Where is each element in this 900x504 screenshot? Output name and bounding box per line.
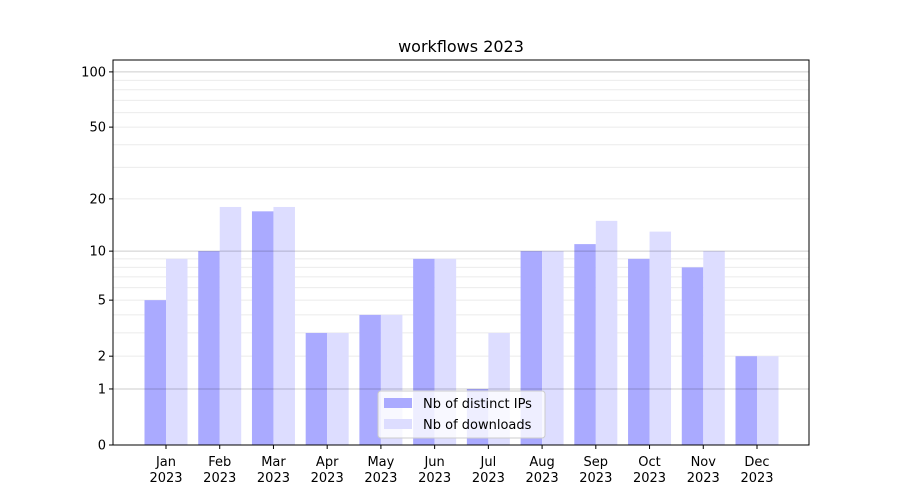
x-tick-label-year: 2023 — [740, 471, 773, 486]
x-tick-label-year: 2023 — [579, 471, 612, 486]
x-tick-label-month: Feb — [208, 455, 231, 470]
bar-distinct-ips — [251, 211, 274, 445]
bar-distinct-ips — [359, 314, 381, 445]
x-tick-label-month: Jul — [480, 455, 497, 470]
x-tick-label-month: Aug — [529, 455, 554, 470]
y-tick-label: 50 — [89, 121, 106, 136]
x-tick-label-month: Dec — [744, 455, 769, 470]
bar-downloads — [757, 356, 779, 445]
bar-distinct-ips — [305, 332, 328, 445]
x-tick-label-year: 2023 — [418, 471, 451, 486]
x-tick-label-year: 2023 — [311, 471, 344, 486]
bar-distinct-ips — [198, 251, 220, 445]
y-tick-label: 0 — [98, 439, 106, 454]
bar-distinct-ips — [681, 267, 704, 445]
legend-swatch — [384, 419, 412, 429]
bar-downloads — [219, 206, 242, 445]
x-tick-label-month: Jan — [155, 455, 176, 470]
bar-downloads — [595, 220, 618, 445]
x-tick-label-year: 2023 — [257, 471, 290, 486]
bar-downloads — [327, 332, 349, 445]
y-tick-label: 10 — [89, 245, 106, 260]
bar-downloads — [273, 206, 295, 445]
x-tick-label-month: Sep — [584, 455, 609, 470]
x-tick-label-month: Jun — [423, 455, 444, 470]
bar-distinct-ips — [735, 356, 757, 445]
x-tick-label-year: 2023 — [364, 471, 397, 486]
bar-downloads — [703, 251, 725, 445]
x-tick-label-year: 2023 — [472, 471, 505, 486]
bar-distinct-ips — [628, 258, 650, 445]
x-tick-label-year: 2023 — [526, 471, 559, 486]
legend-label: Nb of downloads — [423, 418, 532, 433]
bar-downloads — [542, 251, 564, 445]
bar-downloads — [166, 258, 188, 445]
x-tick-label-month: Mar — [261, 455, 286, 470]
x-tick-label-month: Apr — [316, 455, 339, 470]
y-tick-label: 5 — [98, 294, 106, 309]
y-tick-label: 2 — [98, 350, 106, 365]
bar-downloads — [649, 231, 672, 445]
legend-swatch — [384, 398, 412, 408]
y-tick-label: 20 — [89, 192, 106, 207]
x-tick-label-month: May — [367, 455, 394, 470]
bar-distinct-ips — [574, 244, 596, 445]
y-axis: 0 1 2 5 10 20 50 100 — [81, 65, 113, 454]
legend-label: Nb of distinct IPs — [423, 397, 532, 412]
bar-distinct-ips — [144, 300, 166, 445]
chart-title: workflows 2023 — [398, 37, 524, 56]
y-tick-label: 100 — [81, 65, 106, 80]
y-tick-label: 1 — [98, 382, 106, 397]
plot-frame — [112, 59, 810, 446]
x-tick-label-month: Nov — [691, 455, 717, 470]
x-tick-label-year: 2023 — [633, 471, 666, 486]
x-axis: Jan2023Feb2023Mar2023Apr2023May2023Jun20… — [149, 445, 774, 486]
legend: Nb of distinct IPs Nb of downloads — [377, 390, 546, 439]
legend-box — [377, 390, 546, 439]
x-tick-label-year: 2023 — [149, 471, 182, 486]
x-tick-label-month: Oct — [638, 455, 660, 470]
x-tick-label-year: 2023 — [687, 471, 720, 486]
x-tick-label-year: 2023 — [203, 471, 236, 486]
